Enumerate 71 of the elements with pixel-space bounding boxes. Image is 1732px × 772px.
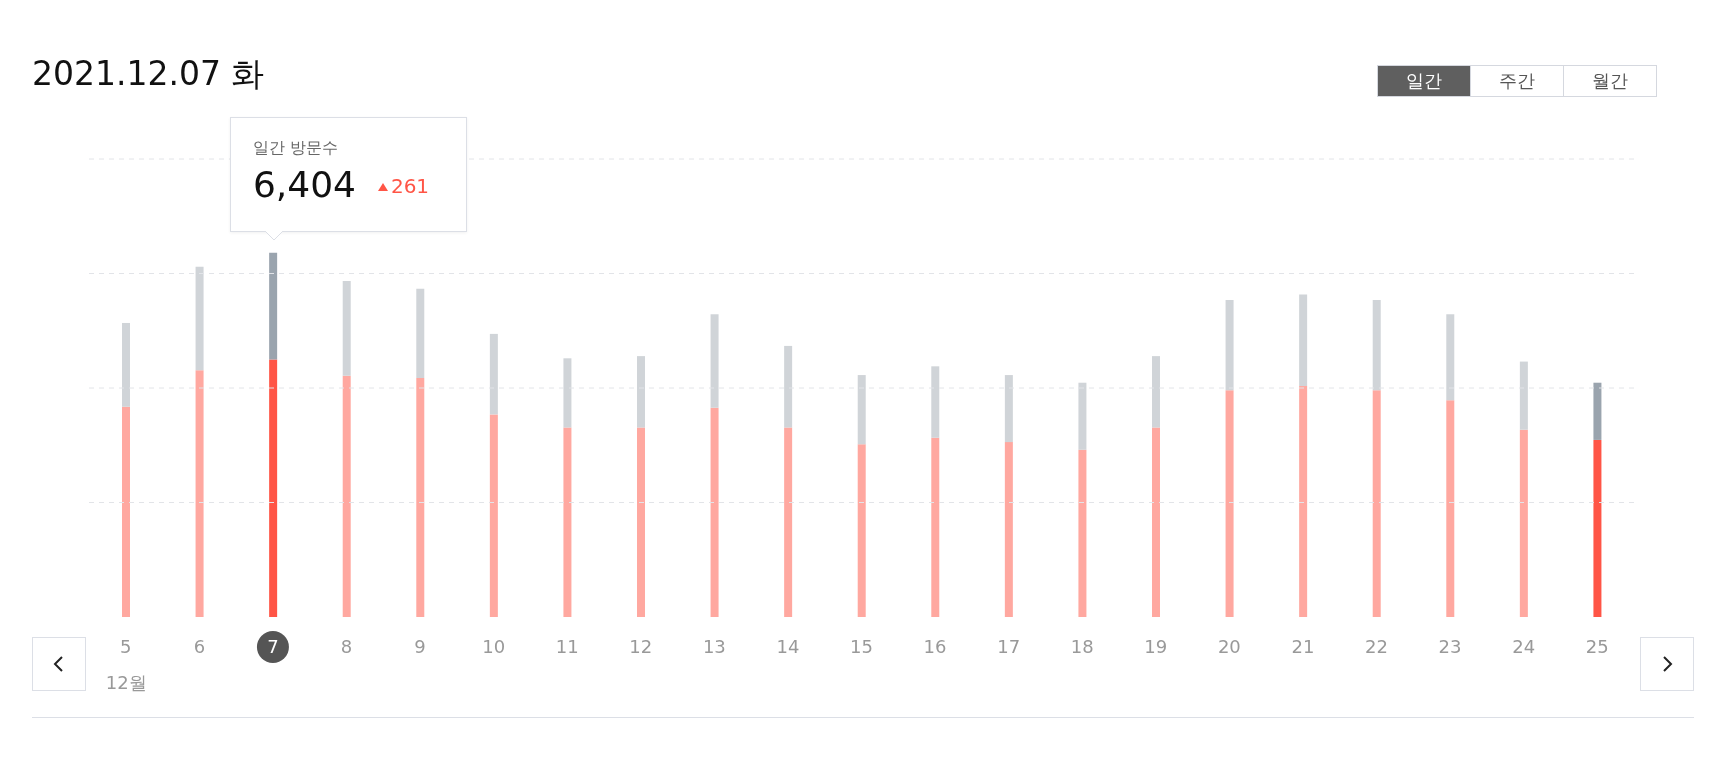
x-tick-label: 6 (193, 636, 206, 657)
bar (195, 266, 204, 371)
bar (122, 322, 130, 407)
bar (563, 358, 572, 428)
x-tick-label: 17 (997, 636, 1021, 657)
x-tick-label: 18 (1070, 636, 1094, 657)
bar (342, 281, 351, 376)
x-tick-label: 24 (1512, 636, 1536, 657)
bar (1372, 300, 1381, 391)
x-tick-label: 23 (1438, 636, 1462, 657)
chart-title: 2021.12.07 화 (32, 53, 265, 95)
bar (342, 375, 351, 617)
x-tick-label: 12 (629, 636, 653, 657)
text: 12월 (105, 671, 147, 695)
bar (784, 345, 793, 428)
x-tick-label: 11 (555, 636, 579, 657)
x-tick-label: 15 (850, 636, 873, 657)
text: 261 (390, 174, 430, 198)
bar (269, 252, 278, 360)
bar (1004, 375, 1013, 443)
x-tick-label: 14 (776, 636, 800, 657)
x-tick-label: 7 (267, 636, 279, 657)
x-tick-label: 5 (120, 636, 132, 657)
bar (1372, 390, 1381, 617)
bar (1519, 361, 1528, 430)
bar (1446, 314, 1455, 401)
x-tick-label: 10 (482, 636, 506, 657)
bar (1299, 386, 1308, 617)
bar (931, 366, 940, 438)
text: 6,404 (252, 164, 356, 205)
x-tick-label: 16 (923, 636, 947, 657)
bar (1225, 390, 1234, 617)
bar (1519, 429, 1528, 617)
bar (416, 377, 425, 617)
bar (1225, 300, 1234, 391)
bar (1299, 294, 1308, 386)
text: 일간 (1377, 65, 1471, 97)
x-tick-label: 25 (1585, 636, 1609, 657)
bar (1078, 382, 1087, 450)
bar (857, 444, 866, 617)
bar (122, 406, 130, 617)
bar (489, 333, 498, 415)
x-tick-label: 8 (340, 636, 353, 657)
text: 월간 (1563, 65, 1657, 97)
bar (1446, 400, 1455, 617)
bar (416, 288, 425, 378)
bar (857, 375, 866, 445)
x-tick-label: 9 (414, 636, 426, 657)
bar (1152, 356, 1160, 428)
bar (637, 356, 645, 428)
x-tick-label: 19 (1144, 636, 1168, 657)
x-tick-label: 22 (1365, 636, 1388, 657)
bar (489, 414, 498, 617)
bar (195, 370, 204, 617)
bar (710, 314, 719, 408)
bar (563, 427, 572, 617)
bar (1152, 427, 1160, 617)
bar (269, 359, 278, 617)
bar (1078, 449, 1087, 617)
x-tick-label: 20 (1217, 636, 1241, 657)
bar (784, 427, 793, 617)
x-tick-label: 21 (1291, 636, 1315, 657)
text: 주간 (1470, 65, 1564, 97)
text: 일간 방문수 (252, 138, 339, 159)
bar (637, 427, 645, 617)
bar (1593, 439, 1602, 617)
bar (1593, 382, 1602, 440)
bar (710, 407, 719, 617)
bar (931, 437, 940, 617)
bar (1004, 442, 1013, 617)
x-tick-label: 13 (702, 636, 726, 657)
